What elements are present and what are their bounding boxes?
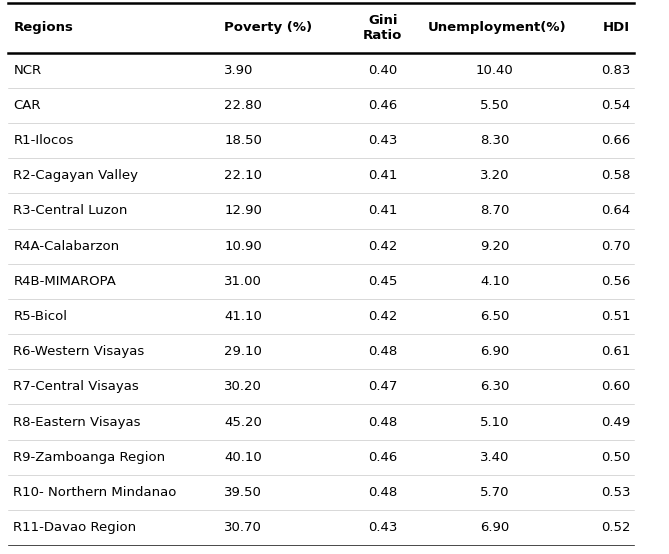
Text: 45.20: 45.20 xyxy=(224,416,262,428)
Text: 18.50: 18.50 xyxy=(224,134,262,147)
Text: 39.50: 39.50 xyxy=(224,486,262,499)
Text: 30.20: 30.20 xyxy=(224,381,262,393)
Text: 0.45: 0.45 xyxy=(368,275,397,288)
Text: 41.10: 41.10 xyxy=(224,310,262,323)
Text: 0.53: 0.53 xyxy=(601,486,630,499)
Text: 29.10: 29.10 xyxy=(224,345,262,358)
Text: Unemployment(%): Unemployment(%) xyxy=(428,21,567,34)
Text: R10- Northern Mindanao: R10- Northern Mindanao xyxy=(13,486,177,499)
Text: R2-Cagayan Valley: R2-Cagayan Valley xyxy=(13,170,138,182)
Text: 5.10: 5.10 xyxy=(480,416,510,428)
Text: 6.90: 6.90 xyxy=(480,521,509,534)
Text: R5-Bicol: R5-Bicol xyxy=(13,310,68,323)
Text: R9-Zamboanga Region: R9-Zamboanga Region xyxy=(13,451,165,464)
Text: R4B-MIMAROPA: R4B-MIMAROPA xyxy=(13,275,116,288)
Text: 0.40: 0.40 xyxy=(368,64,397,76)
Text: 0.52: 0.52 xyxy=(601,521,630,534)
Text: 8.30: 8.30 xyxy=(480,134,509,147)
Text: 0.58: 0.58 xyxy=(601,170,630,182)
Text: R1-Ilocos: R1-Ilocos xyxy=(13,134,74,147)
Text: 5.50: 5.50 xyxy=(480,99,510,112)
Text: 0.42: 0.42 xyxy=(368,240,397,253)
Text: 9.20: 9.20 xyxy=(480,240,509,253)
Text: 0.51: 0.51 xyxy=(601,310,630,323)
Text: 6.30: 6.30 xyxy=(480,381,509,393)
Text: 0.56: 0.56 xyxy=(601,275,630,288)
Text: 0.49: 0.49 xyxy=(601,416,630,428)
Text: 12.90: 12.90 xyxy=(224,204,262,217)
Text: 0.61: 0.61 xyxy=(601,345,630,358)
Text: R4A-Calabarzon: R4A-Calabarzon xyxy=(13,240,120,253)
Text: 4.10: 4.10 xyxy=(480,275,509,288)
Text: 0.48: 0.48 xyxy=(368,416,397,428)
Text: R6-Western Visayas: R6-Western Visayas xyxy=(13,345,145,358)
Text: 0.41: 0.41 xyxy=(368,170,397,182)
Text: CAR: CAR xyxy=(13,99,41,112)
Text: 0.46: 0.46 xyxy=(368,99,397,112)
Text: 0.48: 0.48 xyxy=(368,345,397,358)
Text: 3.20: 3.20 xyxy=(480,170,510,182)
Text: Regions: Regions xyxy=(13,21,73,34)
Text: 0.50: 0.50 xyxy=(601,451,630,464)
Text: 5.70: 5.70 xyxy=(480,486,510,499)
Text: 0.54: 0.54 xyxy=(601,99,630,112)
Text: 0.83: 0.83 xyxy=(601,64,630,76)
Text: 3.40: 3.40 xyxy=(480,451,509,464)
Text: HDI: HDI xyxy=(603,21,630,34)
Text: 0.64: 0.64 xyxy=(601,204,630,217)
Text: 0.48: 0.48 xyxy=(368,486,397,499)
Text: 0.42: 0.42 xyxy=(368,310,397,323)
Text: 0.70: 0.70 xyxy=(601,240,630,253)
Text: 22.80: 22.80 xyxy=(224,99,262,112)
Text: 30.70: 30.70 xyxy=(224,521,262,534)
Text: 0.60: 0.60 xyxy=(601,381,630,393)
Text: Poverty (%): Poverty (%) xyxy=(224,21,312,34)
Text: 40.10: 40.10 xyxy=(224,451,262,464)
Text: NCR: NCR xyxy=(13,64,41,76)
Text: 0.43: 0.43 xyxy=(368,134,397,147)
Text: 0.43: 0.43 xyxy=(368,521,397,534)
Text: 6.50: 6.50 xyxy=(480,310,509,323)
Text: 3.90: 3.90 xyxy=(224,64,254,76)
Text: 0.41: 0.41 xyxy=(368,204,397,217)
Text: 10.40: 10.40 xyxy=(476,64,514,76)
Text: 6.90: 6.90 xyxy=(480,345,509,358)
Text: 22.10: 22.10 xyxy=(224,170,262,182)
Text: 10.90: 10.90 xyxy=(224,240,262,253)
Text: R11-Davao Region: R11-Davao Region xyxy=(13,521,136,534)
Text: R8-Eastern Visayas: R8-Eastern Visayas xyxy=(13,416,141,428)
Text: 0.46: 0.46 xyxy=(368,451,397,464)
Text: Gini
Ratio: Gini Ratio xyxy=(363,14,402,42)
Text: R7-Central Visayas: R7-Central Visayas xyxy=(13,381,139,393)
Text: 31.00: 31.00 xyxy=(224,275,262,288)
Text: 0.47: 0.47 xyxy=(368,381,397,393)
Text: 8.70: 8.70 xyxy=(480,204,509,217)
Text: R3-Central Luzon: R3-Central Luzon xyxy=(13,204,128,217)
Text: 0.66: 0.66 xyxy=(601,134,630,147)
